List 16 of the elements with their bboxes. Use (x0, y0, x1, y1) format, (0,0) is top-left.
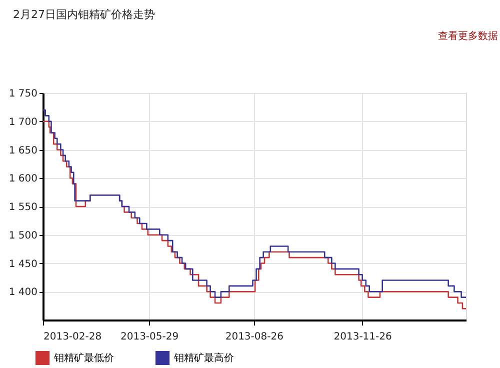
chart-title: 2月27日国内钼精矿价格走势 (13, 8, 155, 21)
x-tick-label: 2013-08-26 (225, 332, 284, 342)
y-tick-label: 1 500 (8, 230, 38, 242)
y-tick-label: 1 550 (8, 202, 38, 213)
legend-label: 钼精矿最低价 (53, 352, 114, 364)
y-tick-label: 1 400 (8, 287, 38, 298)
y-tick-label: 1 700 (8, 116, 38, 128)
y-tick-label: 1 450 (8, 258, 38, 270)
x-tick-label: 2013-11-26 (334, 332, 392, 342)
x-tick-label: 2013-05-29 (120, 332, 179, 342)
x-tick-label: 2013-02-28 (44, 332, 102, 342)
legend-label: 钼精矿最高价 (173, 352, 234, 364)
text: 查看更多数据 (438, 30, 498, 42)
y-tick-label: 1 750 (8, 88, 38, 100)
y-tick-label: 1 600 (8, 174, 38, 185)
y-tick-label: 1 650 (8, 145, 38, 156)
